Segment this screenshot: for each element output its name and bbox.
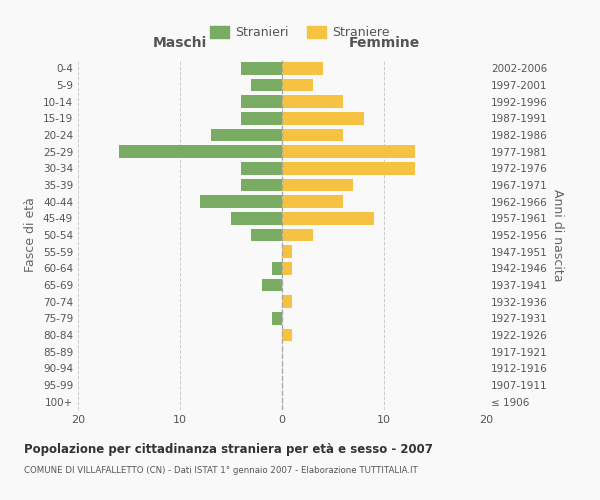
Bar: [211, 129, 282, 141]
Bar: [119, 146, 282, 158]
Bar: [282, 246, 292, 258]
Bar: [282, 179, 353, 192]
Bar: [282, 296, 292, 308]
Bar: [282, 146, 415, 158]
Bar: [251, 229, 282, 241]
Bar: [262, 279, 282, 291]
Bar: [282, 212, 374, 224]
Bar: [241, 162, 282, 174]
Text: Maschi: Maschi: [153, 36, 207, 50]
Bar: [282, 112, 364, 124]
Bar: [282, 262, 292, 274]
Text: Femmine: Femmine: [349, 36, 419, 50]
Bar: [272, 312, 282, 324]
Bar: [241, 112, 282, 124]
Text: COMUNE DI VILLAFALLETTO (CN) - Dati ISTAT 1° gennaio 2007 - Elaborazione TUTTITA: COMUNE DI VILLAFALLETTO (CN) - Dati ISTA…: [24, 466, 418, 475]
Bar: [282, 96, 343, 108]
Bar: [282, 329, 292, 341]
Bar: [231, 212, 282, 224]
Bar: [241, 179, 282, 192]
Bar: [282, 162, 415, 174]
Y-axis label: Fasce di età: Fasce di età: [25, 198, 37, 272]
Bar: [282, 196, 343, 208]
Legend: Stranieri, Straniere: Stranieri, Straniere: [205, 21, 395, 44]
Bar: [282, 129, 343, 141]
Bar: [272, 262, 282, 274]
Text: Popolazione per cittadinanza straniera per età e sesso - 2007: Popolazione per cittadinanza straniera p…: [24, 442, 433, 456]
Bar: [241, 62, 282, 74]
Bar: [282, 62, 323, 74]
Bar: [241, 96, 282, 108]
Bar: [200, 196, 282, 208]
Bar: [251, 79, 282, 92]
Y-axis label: Anni di nascita: Anni di nascita: [551, 188, 564, 281]
Bar: [282, 229, 313, 241]
Bar: [282, 79, 313, 92]
